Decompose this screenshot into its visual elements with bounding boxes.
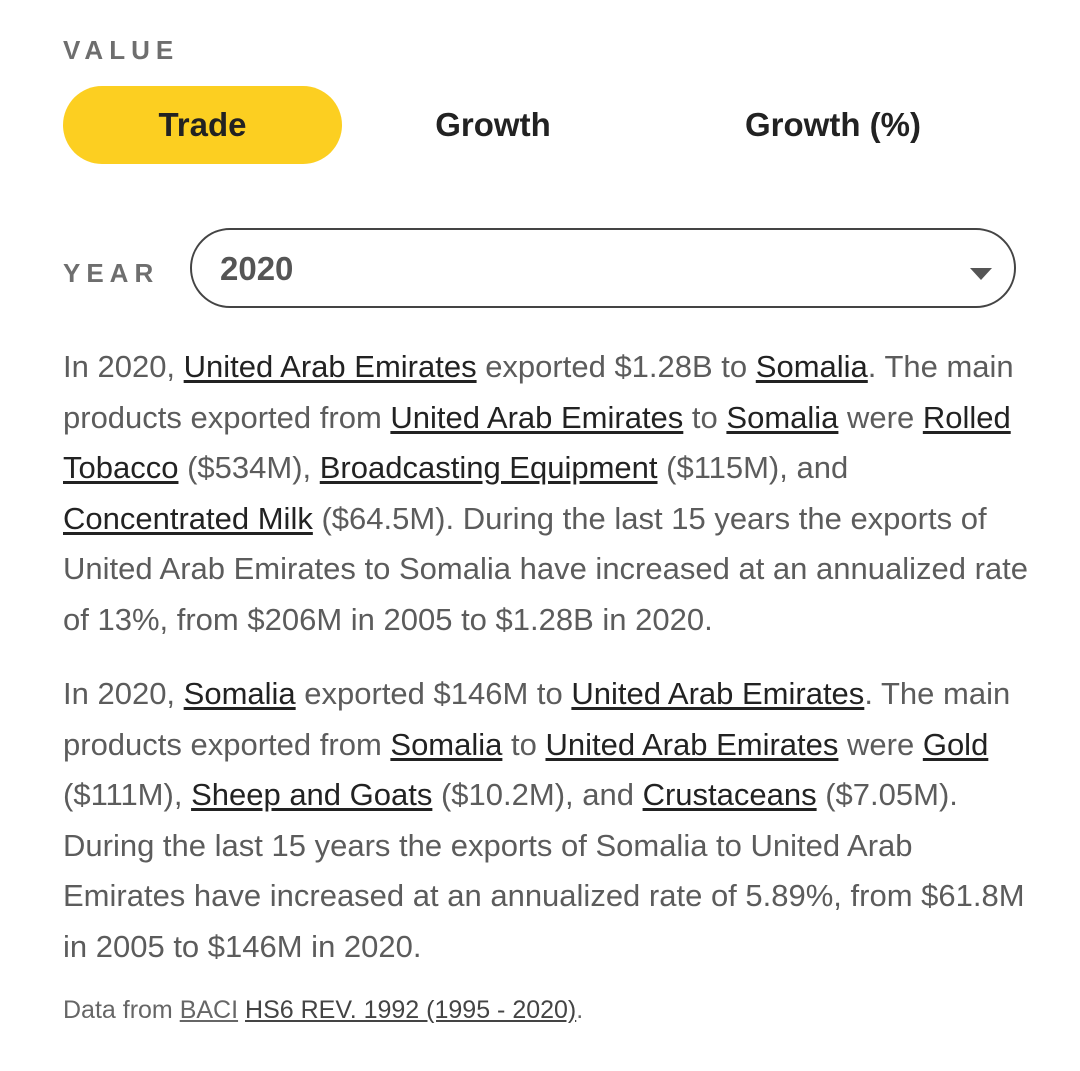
data-source-note: Data from BACI HS6 REV. 1992 (1995 - 202… bbox=[63, 996, 583, 1025]
toggle-growth[interactable]: Growth bbox=[368, 86, 618, 164]
text: exported $1.28B to bbox=[476, 349, 756, 384]
link-importer-country[interactable]: Somalia bbox=[755, 349, 868, 384]
text: were bbox=[838, 726, 923, 762]
text bbox=[238, 996, 245, 1024]
link-product[interactable]: Broadcasting Equipment bbox=[319, 450, 658, 485]
link-exporter-country[interactable]: Somalia bbox=[183, 676, 296, 711]
link-importer-country[interactable]: Somalia bbox=[726, 399, 839, 435]
link-exporter-country[interactable]: United Arab Emirates bbox=[390, 399, 684, 435]
link-product[interactable]: Crustaceans bbox=[642, 777, 817, 812]
text: ($7.05M). During the last 15 years the e… bbox=[63, 777, 1025, 964]
text: . bbox=[576, 996, 584, 1024]
link-product[interactable]: Gold bbox=[922, 726, 989, 762]
source-link-hs6[interactable]: HS6 REV. 1992 (1995 - 2020) bbox=[245, 996, 577, 1024]
text: In 2020, bbox=[63, 349, 184, 384]
text: In 2020, bbox=[63, 676, 184, 711]
toggle-trade[interactable]: Trade bbox=[63, 86, 342, 164]
value-label: VALUE bbox=[63, 35, 180, 65]
source-link-baci[interactable]: BACI bbox=[179, 996, 239, 1024]
link-importer-country[interactable]: United Arab Emirates bbox=[545, 726, 839, 762]
year-label: YEAR bbox=[63, 258, 160, 288]
text: ($10.2M), and bbox=[432, 777, 643, 812]
link-importer-country[interactable]: United Arab Emirates bbox=[571, 676, 865, 711]
link-product[interactable]: Sheep and Goats bbox=[191, 777, 433, 812]
link-exporter-country[interactable]: United Arab Emirates bbox=[183, 349, 477, 384]
text: ($534M), bbox=[178, 450, 320, 485]
link-exporter-country[interactable]: Somalia bbox=[390, 726, 503, 762]
export-summary-paragraph: In 2020, United Arab Emirates exported $… bbox=[63, 342, 1028, 645]
value-toggle-group: Trade Growth Growth (%) bbox=[63, 86, 963, 166]
text: . The main products exported from bbox=[63, 676, 1011, 762]
link-product[interactable]: Concentrated Milk bbox=[63, 500, 313, 536]
toggle-growth-percent[interactable]: Growth (%) bbox=[683, 86, 983, 164]
text: ($64.5M). During the last 15 years the e… bbox=[63, 500, 1029, 637]
source-prefix: Data from bbox=[63, 996, 180, 1024]
caret-down-icon bbox=[970, 268, 992, 280]
import-summary-paragraph: In 2020, Somalia exported $146M to Unite… bbox=[63, 669, 1028, 972]
text: were bbox=[838, 399, 923, 435]
year-select-value: 2020 bbox=[220, 250, 294, 287]
year-select[interactable]: 2020 bbox=[190, 228, 1016, 308]
text: . The main products exported from bbox=[63, 349, 1014, 435]
text: to bbox=[683, 399, 727, 435]
text: ($111M), bbox=[63, 777, 192, 812]
text: to bbox=[502, 726, 546, 762]
text: ($115M), and bbox=[657, 450, 849, 485]
link-product[interactable]: Rolled Tobacco bbox=[63, 399, 1011, 486]
text: exported $146M to bbox=[295, 676, 572, 711]
